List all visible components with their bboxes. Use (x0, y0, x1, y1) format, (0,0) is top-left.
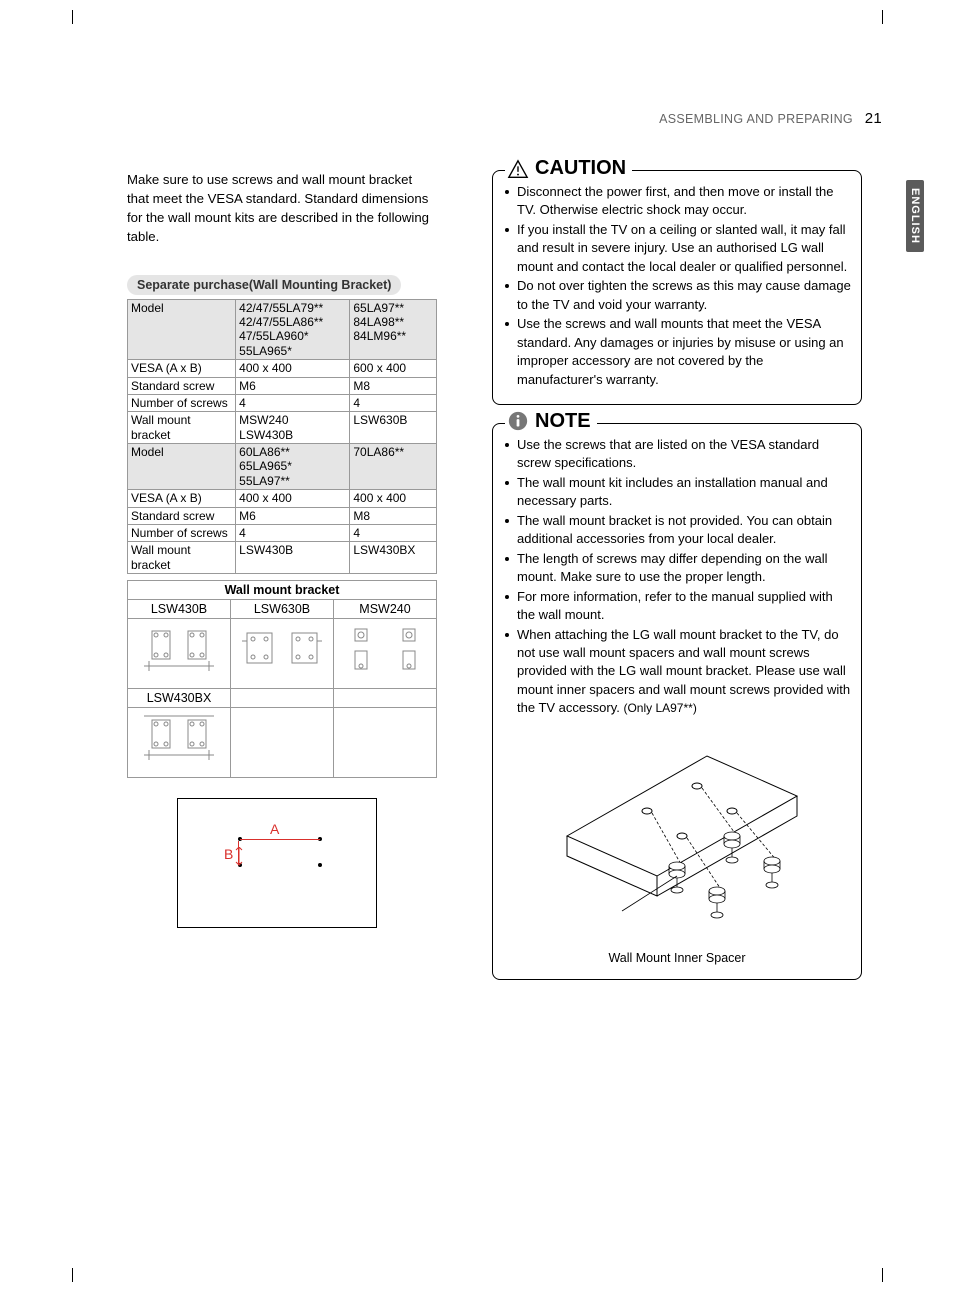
table-cell: M6 (236, 507, 350, 524)
note-list: Use the screws that are listed on the VE… (503, 436, 851, 718)
vesa-label-b: B (224, 846, 233, 862)
section-pill: Separate purchase(Wall Mounting Bracket) (127, 275, 401, 295)
note-title: NOTE (535, 410, 591, 433)
list-item: The wall mount kit includes an installat… (503, 474, 851, 511)
list-item: For more information, refer to the manua… (503, 588, 851, 625)
table-cell: 4 (350, 394, 437, 411)
right-column: CAUTION Disconnect the power first, and … (492, 170, 862, 998)
table-row-header: VESA (A x B) (128, 490, 236, 507)
table-cell: 400 x 400 (236, 360, 350, 377)
bracket-img-lsw430bx (128, 708, 231, 778)
caution-title: CAUTION (535, 157, 626, 180)
vesa-label-a: A (270, 821, 279, 837)
list-item: Use the screws and wall mounts that meet… (503, 315, 851, 389)
page: ASSEMBLING AND PREPARING 21 ENGLISH Make… (72, 30, 882, 1260)
bracket-row2-label: LSW430BX (128, 689, 231, 708)
caution-list: Disconnect the power first, and then mov… (503, 183, 851, 389)
bracket-img-lsw430b (128, 619, 231, 689)
section-title: ASSEMBLING AND PREPARING (659, 112, 853, 126)
table-row-header: Number of screws (128, 525, 236, 542)
spec-table: Model42/47/55LA79**42/47/55LA86**47/55LA… (127, 299, 437, 575)
tv-illus-caption: Wall Mount Inner Spacer (503, 951, 851, 965)
table-cell: 600 x 400 (350, 360, 437, 377)
list-item: If you install the TV on a ceiling or sl… (503, 221, 851, 276)
table-cell: 400 x 400 (350, 490, 437, 507)
note-icon (507, 410, 529, 432)
table-row-header: Wall mount bracket (128, 412, 236, 444)
table-cell: 70LA86** (350, 444, 437, 490)
table-cell: 42/47/55LA79**42/47/55LA86**47/55LA960*5… (236, 299, 350, 360)
list-item: The length of screws may differ dependin… (503, 550, 851, 587)
bracket-header-1: LSW630B (231, 600, 334, 619)
vesa-diagram: A B (177, 798, 377, 928)
caution-icon (507, 159, 529, 179)
table-row-header: Model (128, 444, 236, 490)
table-cell: LSW430B (236, 542, 350, 574)
bracket-illustration-table: Wall mount bracket LSW430B LSW630B MSW24… (127, 580, 437, 778)
table-row-header: VESA (A x B) (128, 360, 236, 377)
table-row-header: Wall mount bracket (128, 542, 236, 574)
table-cell: LSW630B (350, 412, 437, 444)
table-cell: M8 (350, 507, 437, 524)
intro-text: Make sure to use screws and wall mount b… (127, 170, 437, 247)
list-item: Disconnect the power first, and then mov… (503, 183, 851, 220)
note-box: NOTE Use the screws that are listed on t… (492, 423, 862, 980)
bracket-img-msw240 (334, 619, 437, 689)
table-cell: LSW430BX (350, 542, 437, 574)
table-row-header: Standard screw (128, 507, 236, 524)
bracket-header-2: MSW240 (334, 600, 437, 619)
table-row-header: Number of screws (128, 394, 236, 411)
list-item: Use the screws that are listed on the VE… (503, 436, 851, 473)
table-cell: M6 (236, 377, 350, 394)
table-row-header: Model (128, 299, 236, 360)
left-column: Make sure to use screws and wall mount b… (127, 170, 437, 928)
table-cell: M8 (350, 377, 437, 394)
table-cell: 4 (236, 394, 350, 411)
list-item: When attaching the LG wall mount bracket… (503, 626, 851, 718)
list-item: Do not over tighten the screws as this m… (503, 277, 851, 314)
table-cell: 4 (236, 525, 350, 542)
header: ASSEMBLING AND PREPARING 21 (659, 110, 882, 127)
bracket-img-lsw630b (231, 619, 334, 689)
table-cell: 60LA86**65LA965*55LA97** (236, 444, 350, 490)
table-cell: 400 x 400 (236, 490, 350, 507)
table-cell: MSW240LSW430B (236, 412, 350, 444)
tv-illustration: Wall Mount Inner Spacer (503, 726, 851, 965)
page-number: 21 (865, 110, 882, 127)
language-tab: ENGLISH (906, 180, 924, 252)
table-cell: 4 (350, 525, 437, 542)
bracket-title: Wall mount bracket (128, 581, 437, 600)
table-row-header: Standard screw (128, 377, 236, 394)
list-item: The wall mount bracket is not provided. … (503, 512, 851, 549)
table-cell: 65LA97**84LA98**84LM96** (350, 299, 437, 360)
bracket-header-0: LSW430B (128, 600, 231, 619)
caution-box: CAUTION Disconnect the power first, and … (492, 170, 862, 405)
